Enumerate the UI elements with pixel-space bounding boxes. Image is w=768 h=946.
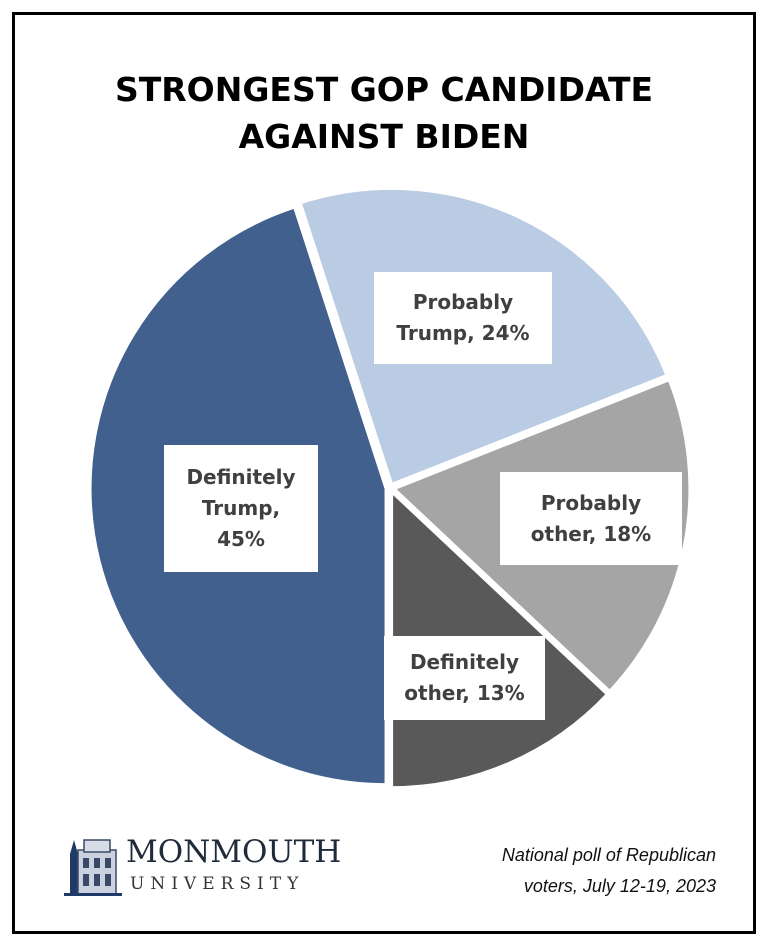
label-line: other, 13% [404,681,525,705]
label-definitely-trump: Definitely Trump, 45% [164,445,318,572]
logo-sub-text: UNIVERSITY [130,874,305,894]
title-line-1: STRONGEST GOP CANDIDATE [114,70,654,109]
label-line: Trump, [201,496,281,520]
label-line: Probably [412,290,514,314]
logo-main-text: MONMOUTH [126,834,342,870]
label-probably-other: Probably other, 18% [500,472,682,565]
title-line-2: AGAINST BIDEN [238,117,530,156]
label-line: Definitely [409,650,520,674]
label-line: Trump, 24% [396,321,530,345]
source-note-line-2: voters, July 12-19, 2023 [523,876,716,896]
chart-title: STRONGEST GOP CANDIDATE AGAINST BIDEN [0,66,768,160]
label-line: 45% [217,527,265,551]
label-line: Probably [540,490,642,515]
source-note: National poll of Republican voters, July… [502,840,716,902]
label-line: other, 18% [530,521,652,546]
chart-frame [12,12,756,934]
label-definitely-other: Definitely other, 13% [384,636,545,720]
monmouth-logo: MONMOUTH UNIVERSITY [64,830,364,900]
source-note-line-1: National poll of Republican [501,845,716,865]
label-probably-trump: Probably Trump, 24% [374,272,552,364]
label-line: Definitely [186,465,296,489]
building-icon [64,839,122,896]
